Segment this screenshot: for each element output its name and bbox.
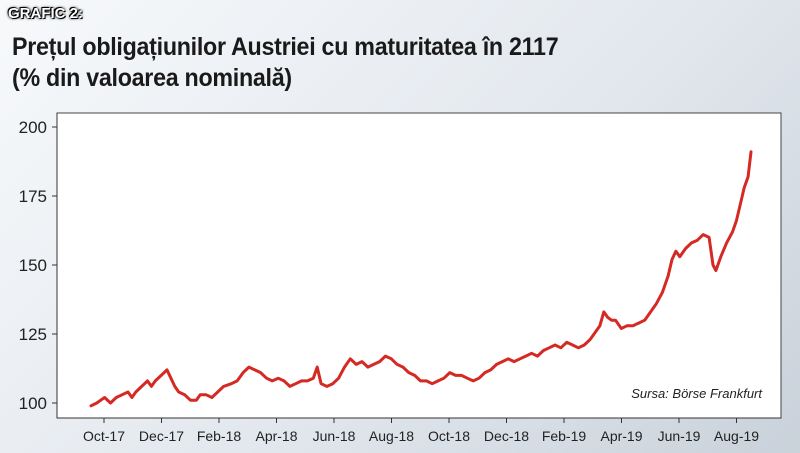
x-tick-label: Feb-18 <box>197 428 242 444</box>
chart-title: Prețul obligațiunilor Austriei cu maturi… <box>12 32 559 94</box>
x-tick-label: Dec-17 <box>139 428 184 444</box>
x-tick-label: Dec-18 <box>484 428 529 444</box>
chart-subtitle: (% din valoarea nominală) <box>12 64 292 92</box>
chart-label: GRAFIC 2: <box>8 5 83 22</box>
y-tick-label: 125 <box>19 325 47 344</box>
x-tick-label: Oct-18 <box>428 428 470 444</box>
y-tick-label: 100 <box>19 394 47 413</box>
y-tick-label: 150 <box>19 256 47 275</box>
chart-title-line1: Prețul obligațiunilor Austriei cu maturi… <box>12 33 559 61</box>
x-tick-label: Oct-17 <box>83 428 125 444</box>
x-tick-label: Aug-19 <box>714 428 759 444</box>
x-tick-label: Feb-19 <box>542 428 587 444</box>
y-tick-label: 200 <box>19 118 47 137</box>
x-tick-label: Aug-18 <box>369 428 414 444</box>
bond-price-line <box>89 150 753 408</box>
x-tick-label: Apr-18 <box>255 428 297 444</box>
plot-area <box>56 112 782 419</box>
y-tick-label: 175 <box>19 187 47 206</box>
x-tick-label: Jun-18 <box>313 428 356 444</box>
source-note: Sursa: Börse Frankfurt <box>631 386 763 401</box>
x-tick-label: Apr-19 <box>600 428 642 444</box>
x-tick-label: Jun-19 <box>658 428 701 444</box>
